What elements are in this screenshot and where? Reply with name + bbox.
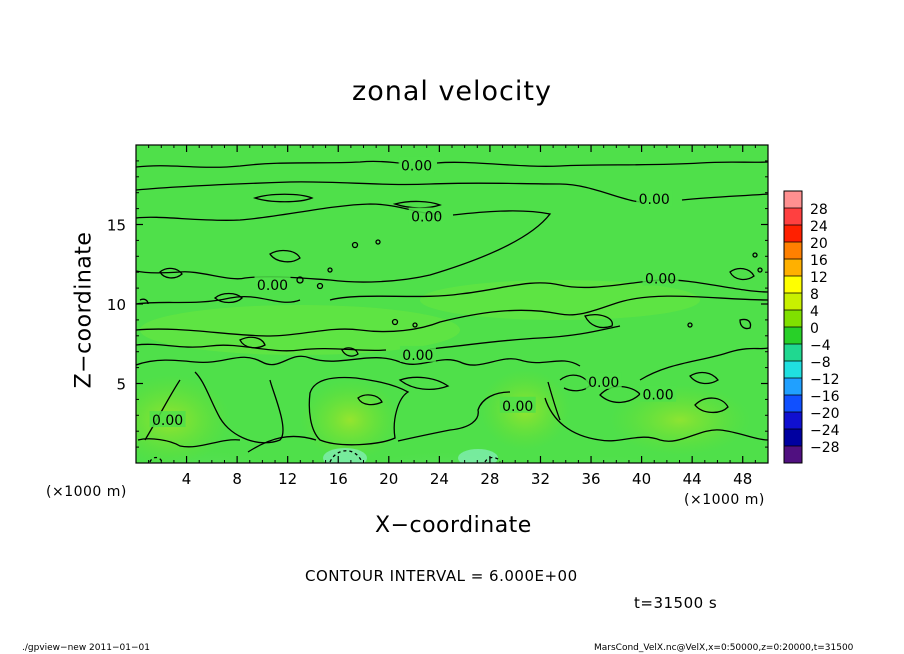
colorbar-level-label: 12 bbox=[810, 270, 828, 286]
colorbar-level-label: 4 bbox=[810, 304, 819, 320]
x-tick-label: 16 bbox=[329, 470, 348, 488]
chart-title: zonal velocity bbox=[352, 76, 552, 107]
colorbar-level-label: −8 bbox=[810, 355, 831, 371]
colorbar-swatch bbox=[784, 361, 802, 378]
contour-labels: 0.00 0.00 0.00 0.00 0.00 0.00 0.00 0.00 0.00 0.00 bbox=[149, 156, 679, 429]
colorbar-swatch bbox=[784, 327, 802, 344]
y-tick-label: 5 bbox=[116, 376, 126, 394]
colorbar-swatch bbox=[784, 242, 802, 259]
colorbar-swatch bbox=[784, 395, 802, 412]
contour-label-bg bbox=[499, 396, 536, 413]
y-axis-label: Z−coordinate bbox=[71, 231, 97, 389]
contour-label: 0.00 bbox=[152, 413, 183, 429]
footer-left: ./gpview−new 2011−01−01 bbox=[22, 643, 150, 653]
contour-label: 0.00 bbox=[642, 388, 673, 404]
x-tick-label: 4 bbox=[182, 470, 192, 488]
contour-label: 0.00 bbox=[402, 348, 433, 364]
x-axis-label: X−coordinate bbox=[375, 513, 532, 538]
colorbar-level-label: −4 bbox=[810, 338, 831, 354]
colorbar-level-label: −28 bbox=[810, 440, 840, 456]
contour-label-bg bbox=[408, 207, 445, 224]
plot-area: 0.00 0.00 0.00 0.00 0.00 0.00 0.00 0.00 0.00 0.00 bbox=[135, 144, 769, 464]
contour-label-bg bbox=[642, 269, 679, 286]
colorbar-swatch bbox=[784, 293, 802, 310]
footer-right: MarsCond_VelX.nc@VelX,x=0:50000,z=0:2000… bbox=[594, 643, 854, 653]
colorbar-swatch bbox=[784, 446, 802, 463]
colorbar-swatch bbox=[784, 429, 802, 446]
x-tick-label: 40 bbox=[632, 470, 651, 488]
colorbar-swatch bbox=[784, 276, 802, 293]
time-label: t=31500 s bbox=[634, 594, 718, 612]
contour-label-bg bbox=[636, 190, 673, 207]
contour-label-bg bbox=[149, 411, 186, 428]
colorbar-level-label: 24 bbox=[810, 219, 828, 235]
colorbar-swatch bbox=[784, 344, 802, 361]
x-tick-label: 36 bbox=[581, 470, 600, 488]
colorbar-swatch bbox=[784, 225, 802, 242]
contour-label: 0.00 bbox=[411, 210, 442, 226]
colorbar-swatch bbox=[784, 259, 802, 276]
contour-label-bg bbox=[398, 156, 435, 173]
colorbar-level-label: 28 bbox=[810, 202, 828, 218]
contour-label-bg bbox=[585, 372, 622, 389]
colorbar-level-label: 20 bbox=[810, 236, 828, 252]
colorbar-level-label: 8 bbox=[810, 287, 819, 303]
y-tick-label: 15 bbox=[107, 217, 126, 235]
contour-label: 0.00 bbox=[588, 375, 619, 391]
contour-label: 0.00 bbox=[401, 159, 432, 175]
x-tick-label: 44 bbox=[683, 470, 702, 488]
colorbar-level-label: −16 bbox=[810, 389, 840, 405]
contour-lines bbox=[136, 160, 768, 463]
contour-interval-label: CONTOUR INTERVAL = 6.000E+00 bbox=[305, 567, 578, 585]
x-axis-unit-right: (×1000 m) bbox=[684, 492, 765, 508]
x-axis-unit-left: (×1000 m) bbox=[46, 484, 127, 500]
x-tick-label: 12 bbox=[278, 470, 297, 488]
colorbar-swatch bbox=[784, 378, 802, 395]
contour-label-bg bbox=[399, 345, 436, 362]
contour-label-bg bbox=[254, 275, 291, 292]
contour-label: 0.00 bbox=[502, 399, 533, 415]
x-tick-label: 24 bbox=[430, 470, 449, 488]
colorbar-swatch bbox=[784, 310, 802, 327]
colorbar-level-label: 16 bbox=[810, 253, 828, 269]
x-tick-label: 8 bbox=[232, 470, 242, 488]
colorbar-level-label: 0 bbox=[810, 321, 819, 337]
x-tick-label: 48 bbox=[733, 470, 752, 488]
contour-label: 0.00 bbox=[257, 278, 288, 294]
contour-label-bg bbox=[640, 385, 677, 402]
colorbar-level-label: −24 bbox=[810, 423, 840, 439]
x-tick-label: 32 bbox=[531, 470, 550, 488]
contour-label: 0.00 bbox=[645, 272, 676, 288]
colorbar-level-label: −12 bbox=[810, 372, 840, 388]
colorbar-level-label: −20 bbox=[810, 406, 840, 422]
x-tick-label: 28 bbox=[480, 470, 499, 488]
x-tick-label: 20 bbox=[379, 470, 398, 488]
y-tick-label: 10 bbox=[107, 296, 126, 314]
colorbar-swatch bbox=[784, 208, 802, 225]
colorbar-swatch bbox=[784, 191, 802, 208]
contour-label: 0.00 bbox=[639, 192, 670, 208]
colorbar-swatch bbox=[784, 412, 802, 429]
